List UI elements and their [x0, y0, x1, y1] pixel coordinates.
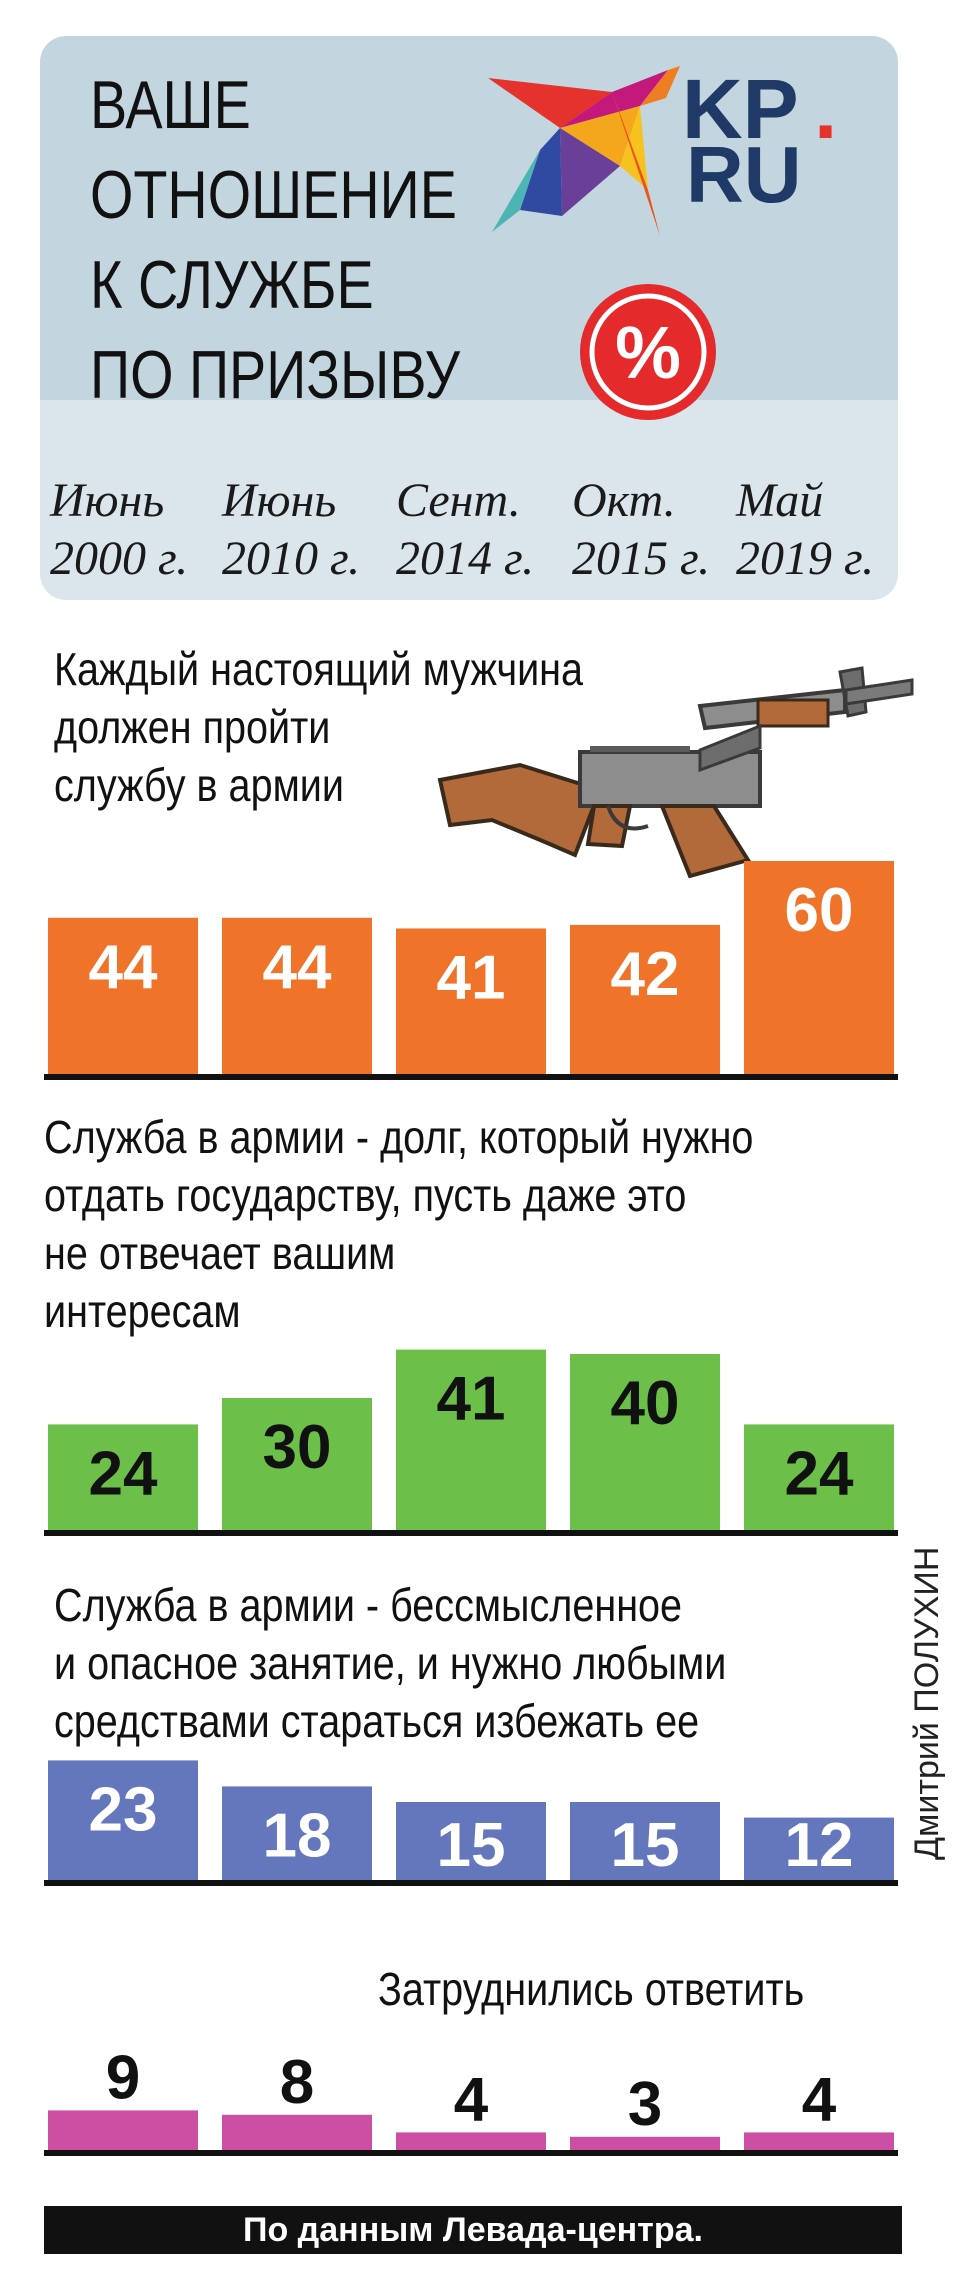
bar	[222, 1786, 372, 1880]
chart-debt-to-state: 24 30 41 40 24	[44, 1349, 898, 1536]
logo-text-top: KP	[682, 62, 799, 156]
logo-dot: .	[814, 62, 837, 156]
bar	[570, 2136, 720, 2150]
bar	[570, 1354, 720, 1530]
chart-1-title: Каждый настоящий мужчина должен пройти с…	[54, 643, 584, 811]
date-label: Май 2019 г.	[736, 474, 875, 585]
bar-value-label: 18	[263, 1801, 332, 1870]
bar-value-label: 44	[89, 933, 158, 1002]
chart-3-title: Служба в армии - бессмысленное и опасное…	[54, 1579, 727, 1747]
bar	[744, 1424, 894, 1530]
bar	[570, 1802, 720, 1880]
percent-symbol: %	[615, 311, 681, 394]
bar-value-label: 44	[263, 933, 332, 1002]
bar	[396, 1802, 546, 1880]
date-label: Сент. 2014 г.	[396, 474, 535, 585]
bar	[48, 1760, 198, 1880]
bar	[48, 1424, 198, 1530]
chart-2-title: Служба в армии - долг, который нужно отд…	[44, 1111, 754, 1337]
header-panel	[40, 36, 898, 431]
source-note: По данным Левада-центра.	[44, 2206, 902, 2254]
bar-value-label: 41	[437, 1365, 506, 1434]
bar	[48, 917, 198, 1074]
date-label: Июнь 2000 г.	[50, 474, 189, 585]
bar-value-label: 30	[263, 1413, 332, 1482]
bar	[570, 924, 720, 1074]
chart-pointless-dangerous: 23 18 15 15 12	[44, 1760, 898, 1886]
chart-army-duty: 44 44 41 42 60	[44, 861, 898, 1080]
bar	[396, 1349, 546, 1530]
bar-value-label: 12	[785, 1811, 854, 1880]
logo-text-bottom: RU	[686, 130, 802, 219]
bar-value-label: 40	[611, 1369, 680, 1438]
bar-value-label: 4	[454, 2065, 489, 2134]
page-title: ВАШЕ ОТНОШЕНИЕ К СЛУЖБЕ ПО ПРИЗЫВУ	[90, 60, 461, 420]
bar-value-label: 60	[785, 876, 854, 945]
bar-value-label: 15	[611, 1811, 680, 1880]
title-line: К СЛУЖБЕ	[90, 247, 374, 323]
bar-value-label: 3	[628, 2070, 662, 2139]
bar-value-label: 23	[89, 1775, 158, 1844]
percent-badge-icon: %	[580, 284, 716, 420]
title-line: ВАШЕ	[90, 67, 251, 143]
kp-ru-logo: KP . RU	[682, 62, 837, 219]
chart-4-title: Затруднились ответить	[378, 1963, 805, 2015]
chart-undecided: 9 8 4 3 4	[44, 2043, 898, 2156]
date-label: Июнь 2010 г.	[222, 474, 361, 585]
bar-value-label: 24	[785, 1439, 854, 1508]
bar	[48, 2110, 198, 2150]
title-line: ПО ПРИЗЫВУ	[90, 337, 461, 413]
bar	[396, 2132, 546, 2150]
bar-value-label: 41	[437, 943, 506, 1012]
bar-value-label: 15	[437, 1811, 506, 1880]
dates-panel	[40, 400, 898, 600]
kalashnikov-rifle-icon	[437, 666, 914, 879]
bar-value-label: 42	[611, 940, 680, 1009]
bar	[222, 2114, 372, 2150]
title-line: ОТНОШЕНИЕ	[90, 157, 457, 233]
bar	[744, 2132, 894, 2150]
bar-value-label: 4	[802, 2065, 837, 2134]
survey-dates: Июнь 2000 г. Июнь 2010 г. Сент. 2014 г. Окт…	[0, 472, 959, 592]
bar-value-label: 9	[106, 2043, 140, 2112]
bar	[222, 917, 372, 1074]
date-label: Окт. 2015 г.	[572, 474, 711, 585]
bar	[744, 1817, 894, 1880]
bar	[744, 861, 894, 1074]
bar-value-label: 8	[280, 2048, 314, 2117]
bird-logo-icon	[488, 66, 680, 236]
bar	[396, 928, 546, 1074]
bar-value-label: 24	[89, 1439, 158, 1508]
bar	[222, 1398, 372, 1530]
